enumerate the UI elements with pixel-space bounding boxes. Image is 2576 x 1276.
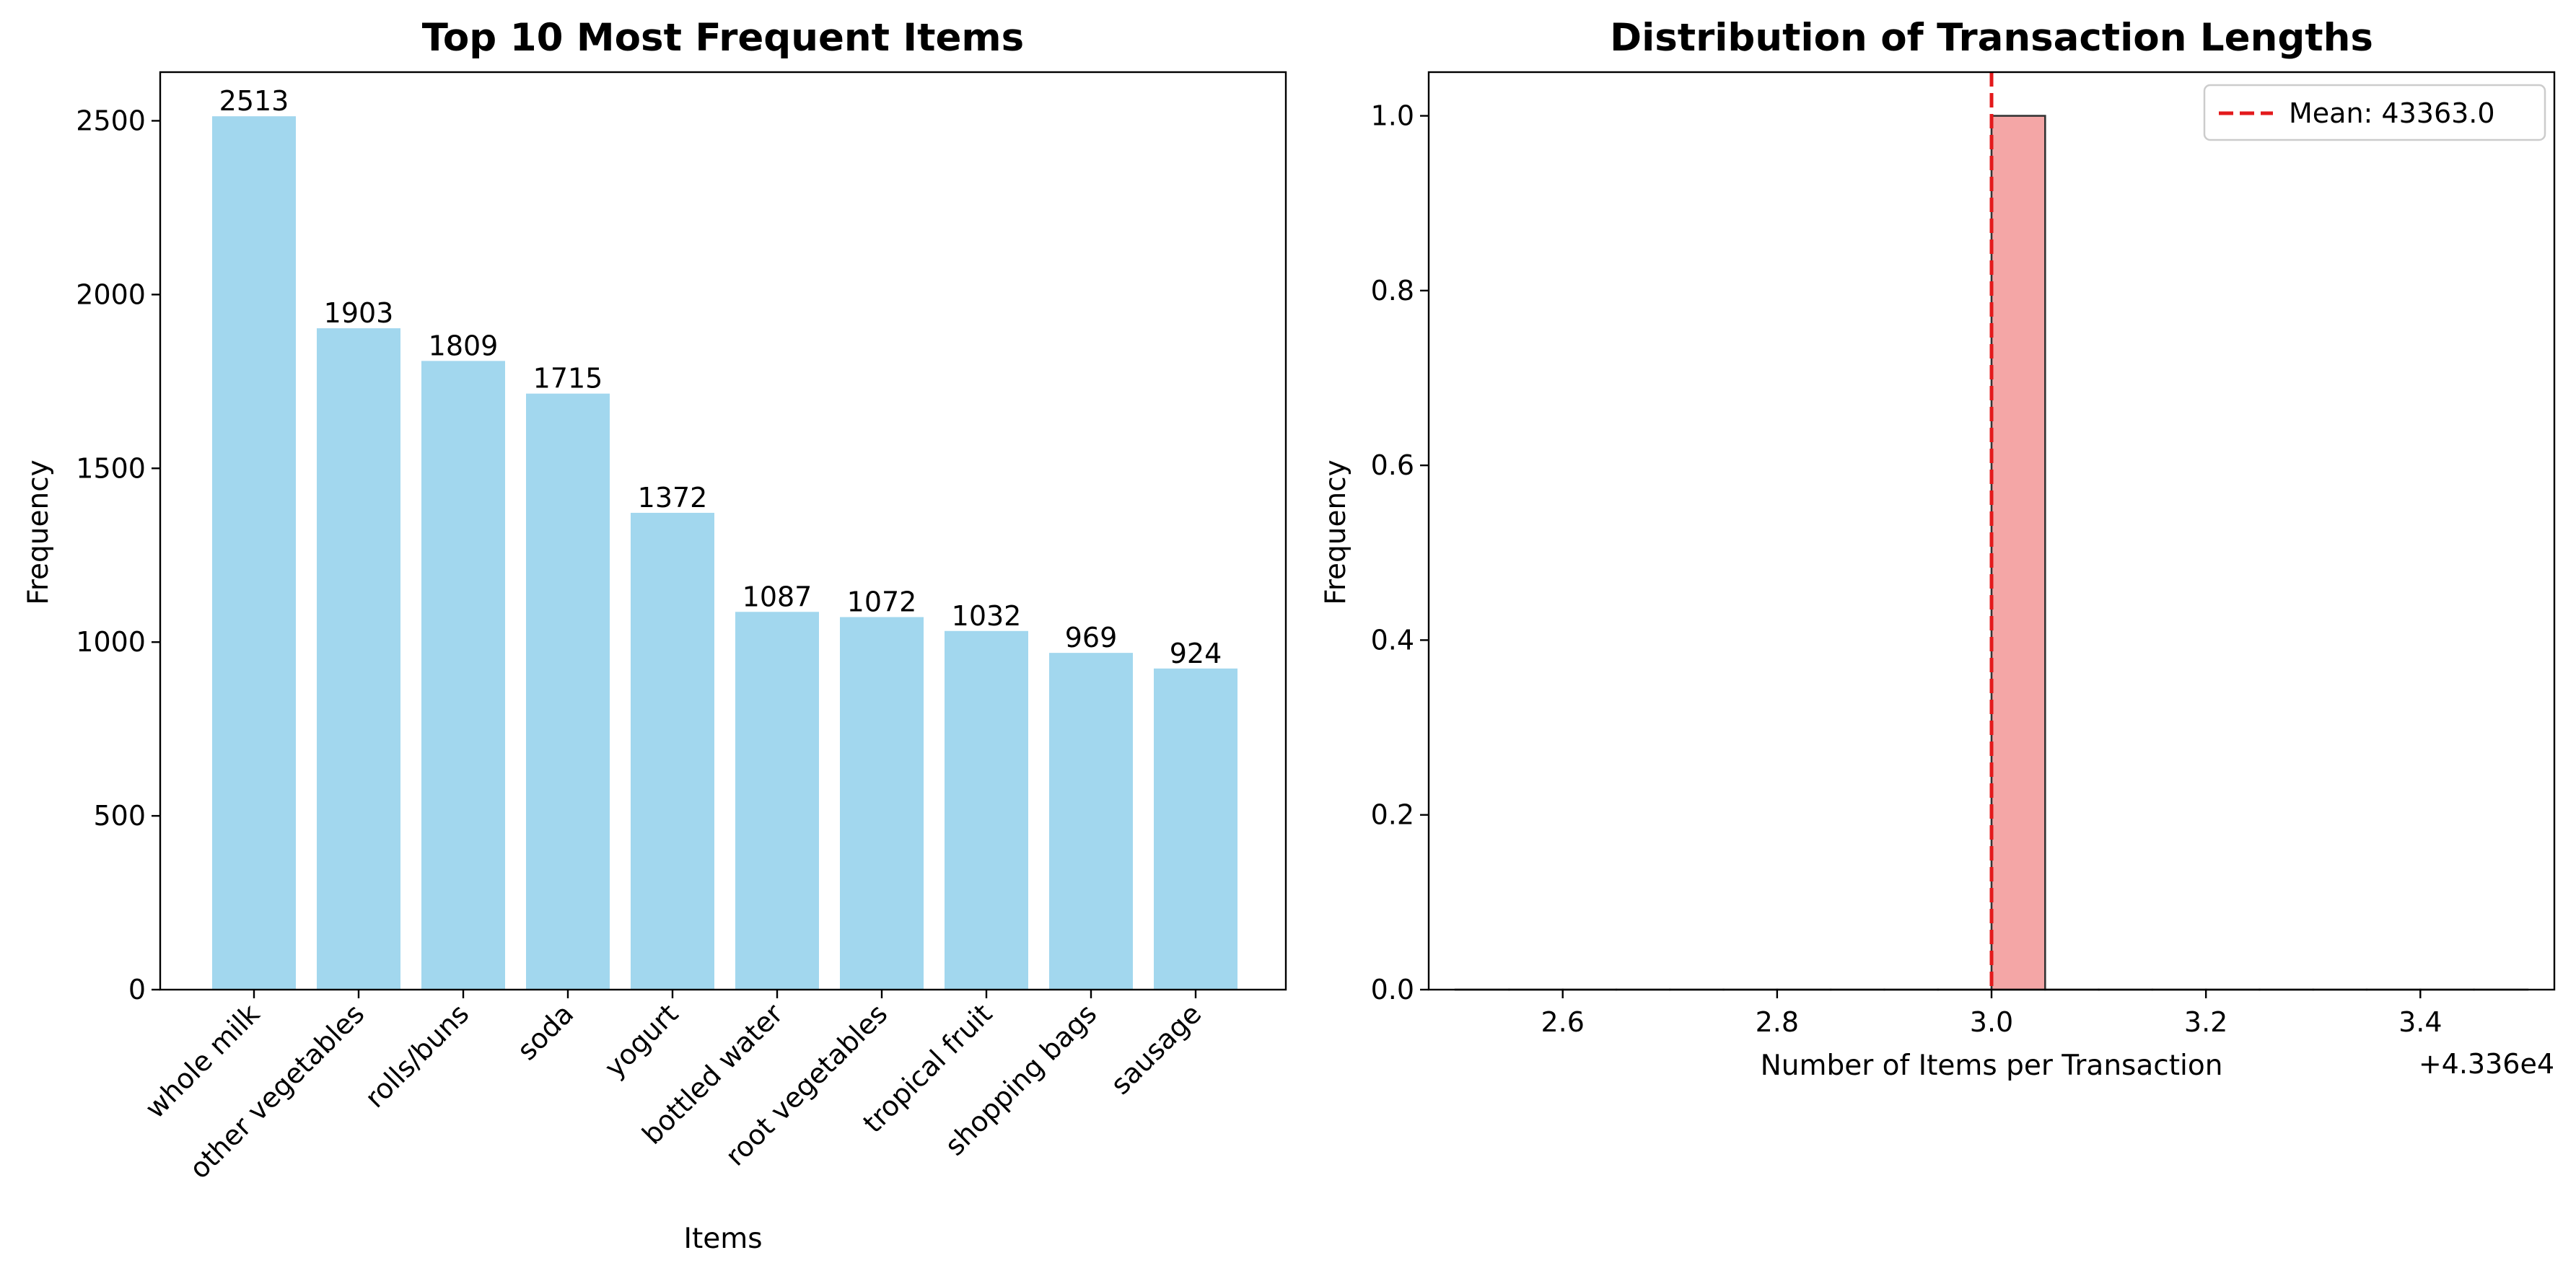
bar-data-label: 969	[1065, 622, 1118, 654]
bar-data-label: 2513	[219, 85, 289, 117]
plot-frame	[159, 71, 1287, 991]
y-tick-label: 1500	[76, 452, 146, 484]
y-tick-label: 500	[93, 800, 146, 832]
x-tick-label: soda	[511, 998, 579, 1066]
x-tick-label: 2.8	[1756, 1006, 1799, 1038]
y-tick-label: 2000	[76, 278, 146, 310]
y-axis-ticks: 0.0 0.2 0.4 0.6 0.8 1.0	[1371, 100, 1429, 1006]
bar-data-label: 1372	[638, 482, 708, 514]
bar	[631, 512, 714, 990]
bar-data-labels: 2513 1903 1809 1715 1372 1087 1072 1032 969 924	[219, 85, 1222, 669]
bar-data-label: 1087	[742, 581, 812, 612]
y-tick-label: 1.0	[1371, 100, 1414, 132]
histogram-bin	[1990, 115, 2046, 991]
x-tick-label: rolls/buns	[359, 998, 475, 1114]
x-axis-label: Number of Items per Transaction	[1761, 1050, 2223, 1082]
y-tick-label: 0.2	[1371, 799, 1414, 831]
histogram-title: Distribution of Transaction Lengths	[1610, 16, 2373, 60]
bar-data-label: 1032	[952, 600, 1022, 632]
bar-chart-top-items: Top 10 Most Frequent Items 2513 1903 1809 1…	[22, 16, 1287, 1255]
bar	[735, 612, 819, 990]
x-tick-label: 2.6	[1541, 1006, 1584, 1038]
bar	[212, 116, 296, 990]
legend: Mean: 43363.0	[2203, 84, 2546, 141]
plot-frame	[1427, 71, 2556, 991]
x-tick-label: other vegetables	[183, 998, 370, 1184]
bar	[526, 393, 610, 990]
x-tick-label: 3.0	[1970, 1006, 2013, 1038]
y-axis-ticks: 0 500 1000 1500 2000 2500	[76, 105, 160, 1006]
legend-box	[2203, 84, 2546, 141]
bar-data-label: 1072	[847, 586, 917, 617]
x-tick-label: sausage	[1105, 998, 1208, 1101]
bar-data-label: 924	[1170, 638, 1222, 669]
bar	[840, 617, 924, 990]
x-axis-ticks: 2.6 2.8 3.0 3.2 3.4	[1541, 990, 2443, 1038]
histogram-bins	[1454, 115, 2529, 991]
y-axis-label: Frequency	[22, 459, 55, 604]
bar-data-label: 1809	[429, 330, 499, 361]
bar-data-label: 1715	[533, 363, 603, 395]
bar	[1049, 653, 1133, 990]
x-tick-label: 3.4	[2398, 1006, 2442, 1038]
bar-chart-title: Top 10 Most Frequent Items	[422, 16, 1024, 60]
y-tick-label: 0	[128, 974, 146, 1006]
bar	[317, 328, 400, 990]
bar-series	[212, 116, 1237, 990]
bar	[421, 361, 505, 990]
y-tick-label: 2500	[76, 105, 146, 136]
y-axis-label: Frequency	[1320, 459, 1352, 604]
bar	[945, 630, 1028, 990]
histogram-transaction-lengths: Distribution of Transaction Lengths 0.00…	[1320, 16, 2556, 1082]
y-tick-label: 0.4	[1371, 624, 1414, 656]
x-tick-label: yogurt	[598, 998, 684, 1083]
bar	[1154, 668, 1237, 990]
x-axis-label: Items	[683, 1223, 762, 1255]
y-tick-label: 0.0	[1371, 974, 1414, 1006]
x-offset-label: +4.336e4	[2419, 1048, 2554, 1080]
y-tick-label: 0.6	[1371, 449, 1414, 481]
y-tick-label: 1000	[76, 626, 146, 658]
bar-data-label: 1903	[324, 297, 394, 329]
legend-label-mean: Mean: 43363.0	[2289, 97, 2495, 129]
x-tick-label: 3.2	[2184, 1006, 2227, 1038]
y-tick-label: 0.8	[1371, 275, 1414, 307]
